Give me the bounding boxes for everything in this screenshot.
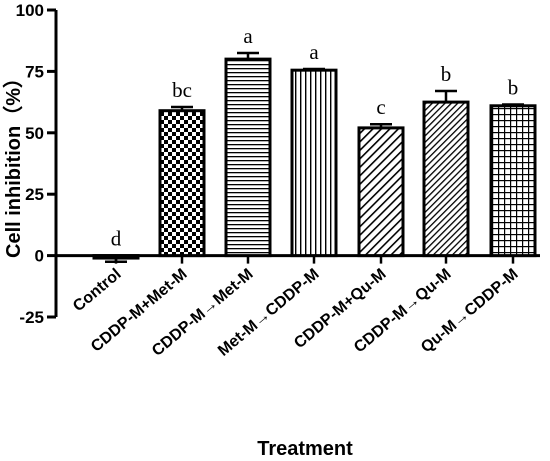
y-axis-title: Cell inhibition（%） bbox=[2, 68, 25, 258]
significance-letter: b bbox=[441, 62, 452, 86]
bar bbox=[290, 68, 338, 258]
significance-letter: bc bbox=[172, 78, 192, 102]
significance-letter: a bbox=[309, 40, 319, 64]
y-tick-label: 50 bbox=[25, 124, 44, 143]
bar bbox=[357, 126, 405, 258]
significance-letter: d bbox=[111, 227, 122, 251]
significance-letter: b bbox=[508, 76, 519, 100]
y-tick-label: -25 bbox=[19, 308, 44, 327]
y-tick-label: 0 bbox=[35, 247, 44, 266]
y-tick-label: 25 bbox=[25, 185, 44, 204]
bar bbox=[224, 57, 272, 258]
x-axis-title: Treatment bbox=[257, 438, 353, 460]
x-tick-label: Control bbox=[70, 266, 124, 316]
y-tick-label: 100 bbox=[16, 1, 44, 20]
y-tick-label: 75 bbox=[25, 62, 44, 81]
bar bbox=[92, 254, 140, 260]
significance-letter: c bbox=[376, 95, 385, 119]
bar bbox=[422, 100, 470, 258]
significance-letter: a bbox=[243, 24, 253, 48]
bars bbox=[92, 51, 537, 263]
bar bbox=[158, 109, 206, 258]
bar bbox=[489, 104, 537, 258]
